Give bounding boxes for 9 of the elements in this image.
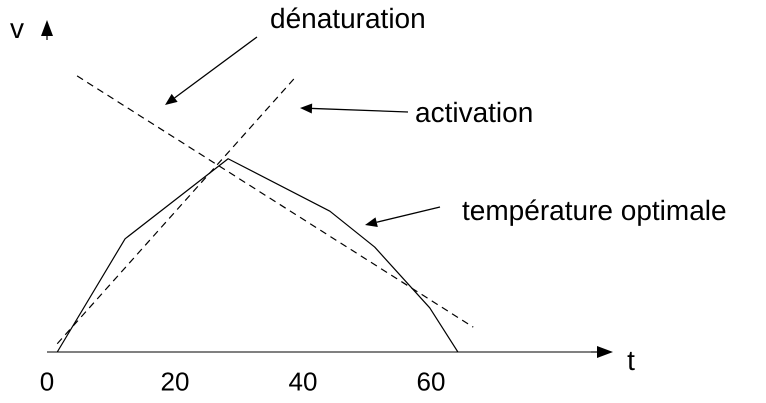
- x-tick-label: 40: [288, 366, 318, 396]
- x-tick-label: 0: [40, 366, 54, 396]
- y-axis-title: v: [10, 13, 24, 44]
- text: dénaturation: [270, 3, 426, 34]
- x-tick-label: 60: [416, 366, 446, 396]
- annotation: température optimale: [462, 195, 727, 226]
- x-tick-label: 20: [160, 366, 190, 396]
- x-axis-title: t: [627, 345, 636, 376]
- annotation: activation: [415, 97, 534, 128]
